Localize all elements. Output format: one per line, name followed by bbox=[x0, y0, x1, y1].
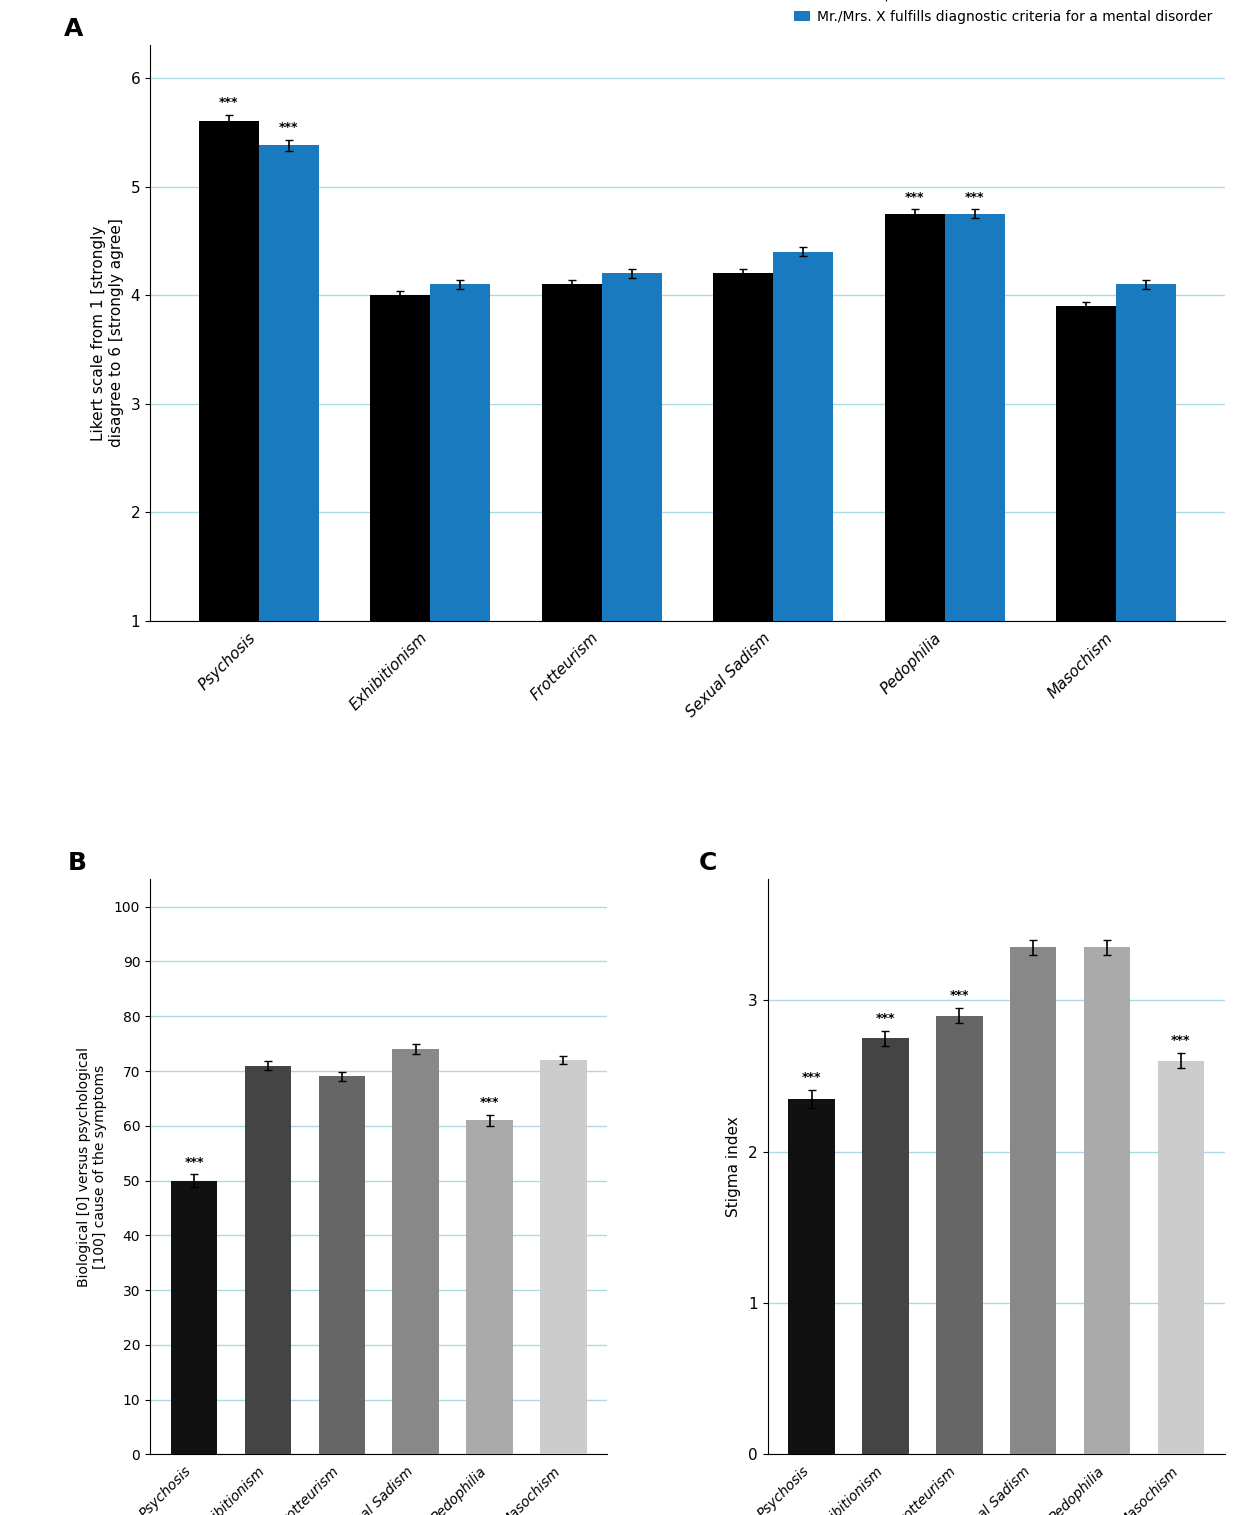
Text: ***: *** bbox=[965, 191, 985, 205]
Text: B: B bbox=[68, 850, 86, 874]
Y-axis label: Biological [0] versus psychological
[100] cause of the symptoms: Biological [0] versus psychological [100… bbox=[76, 1047, 108, 1286]
Bar bbox=[466, 1120, 512, 1454]
Bar bbox=[319, 1077, 365, 1454]
Bar bbox=[1158, 1060, 1204, 1454]
Bar bbox=[540, 1060, 586, 1454]
Bar bbox=[1084, 947, 1130, 1454]
Bar bbox=[199, 121, 259, 729]
Bar bbox=[945, 214, 1005, 729]
Bar bbox=[1056, 306, 1116, 729]
Text: ***: *** bbox=[279, 121, 299, 135]
Text: A: A bbox=[64, 17, 84, 41]
Text: ***: *** bbox=[480, 1097, 499, 1109]
Bar bbox=[245, 1065, 291, 1454]
Legend: I think Mr./Mrs. X has a mental disorder, Mr./Mrs. X fulfills diagnostic criteri: I think Mr./Mrs. X has a mental disorder… bbox=[788, 0, 1218, 29]
Text: ***: *** bbox=[876, 1012, 895, 1024]
Bar bbox=[601, 273, 661, 729]
Text: ***: *** bbox=[950, 989, 969, 1001]
Bar bbox=[541, 285, 601, 729]
Text: C: C bbox=[699, 850, 718, 874]
Bar bbox=[714, 273, 774, 729]
Bar bbox=[774, 251, 834, 729]
Text: ***: *** bbox=[184, 1156, 204, 1168]
Bar bbox=[1116, 285, 1176, 729]
Bar bbox=[430, 285, 490, 729]
Text: ***: *** bbox=[219, 97, 239, 109]
Bar bbox=[392, 1048, 439, 1454]
Bar bbox=[1010, 947, 1056, 1454]
Text: ***: *** bbox=[905, 191, 925, 205]
Bar bbox=[936, 1015, 982, 1454]
Text: ***: *** bbox=[1171, 1035, 1191, 1047]
Bar bbox=[171, 1180, 217, 1454]
Bar bbox=[259, 145, 319, 729]
Bar bbox=[789, 1098, 835, 1454]
Bar bbox=[862, 1038, 909, 1454]
Bar bbox=[885, 214, 945, 729]
Bar bbox=[370, 295, 430, 729]
Y-axis label: Likert scale from 1 [strongly
disagree to 6 [strongly agree]: Likert scale from 1 [strongly disagree t… bbox=[91, 218, 124, 447]
Y-axis label: Stigma index: Stigma index bbox=[726, 1117, 741, 1217]
Text: ***: *** bbox=[801, 1071, 821, 1083]
